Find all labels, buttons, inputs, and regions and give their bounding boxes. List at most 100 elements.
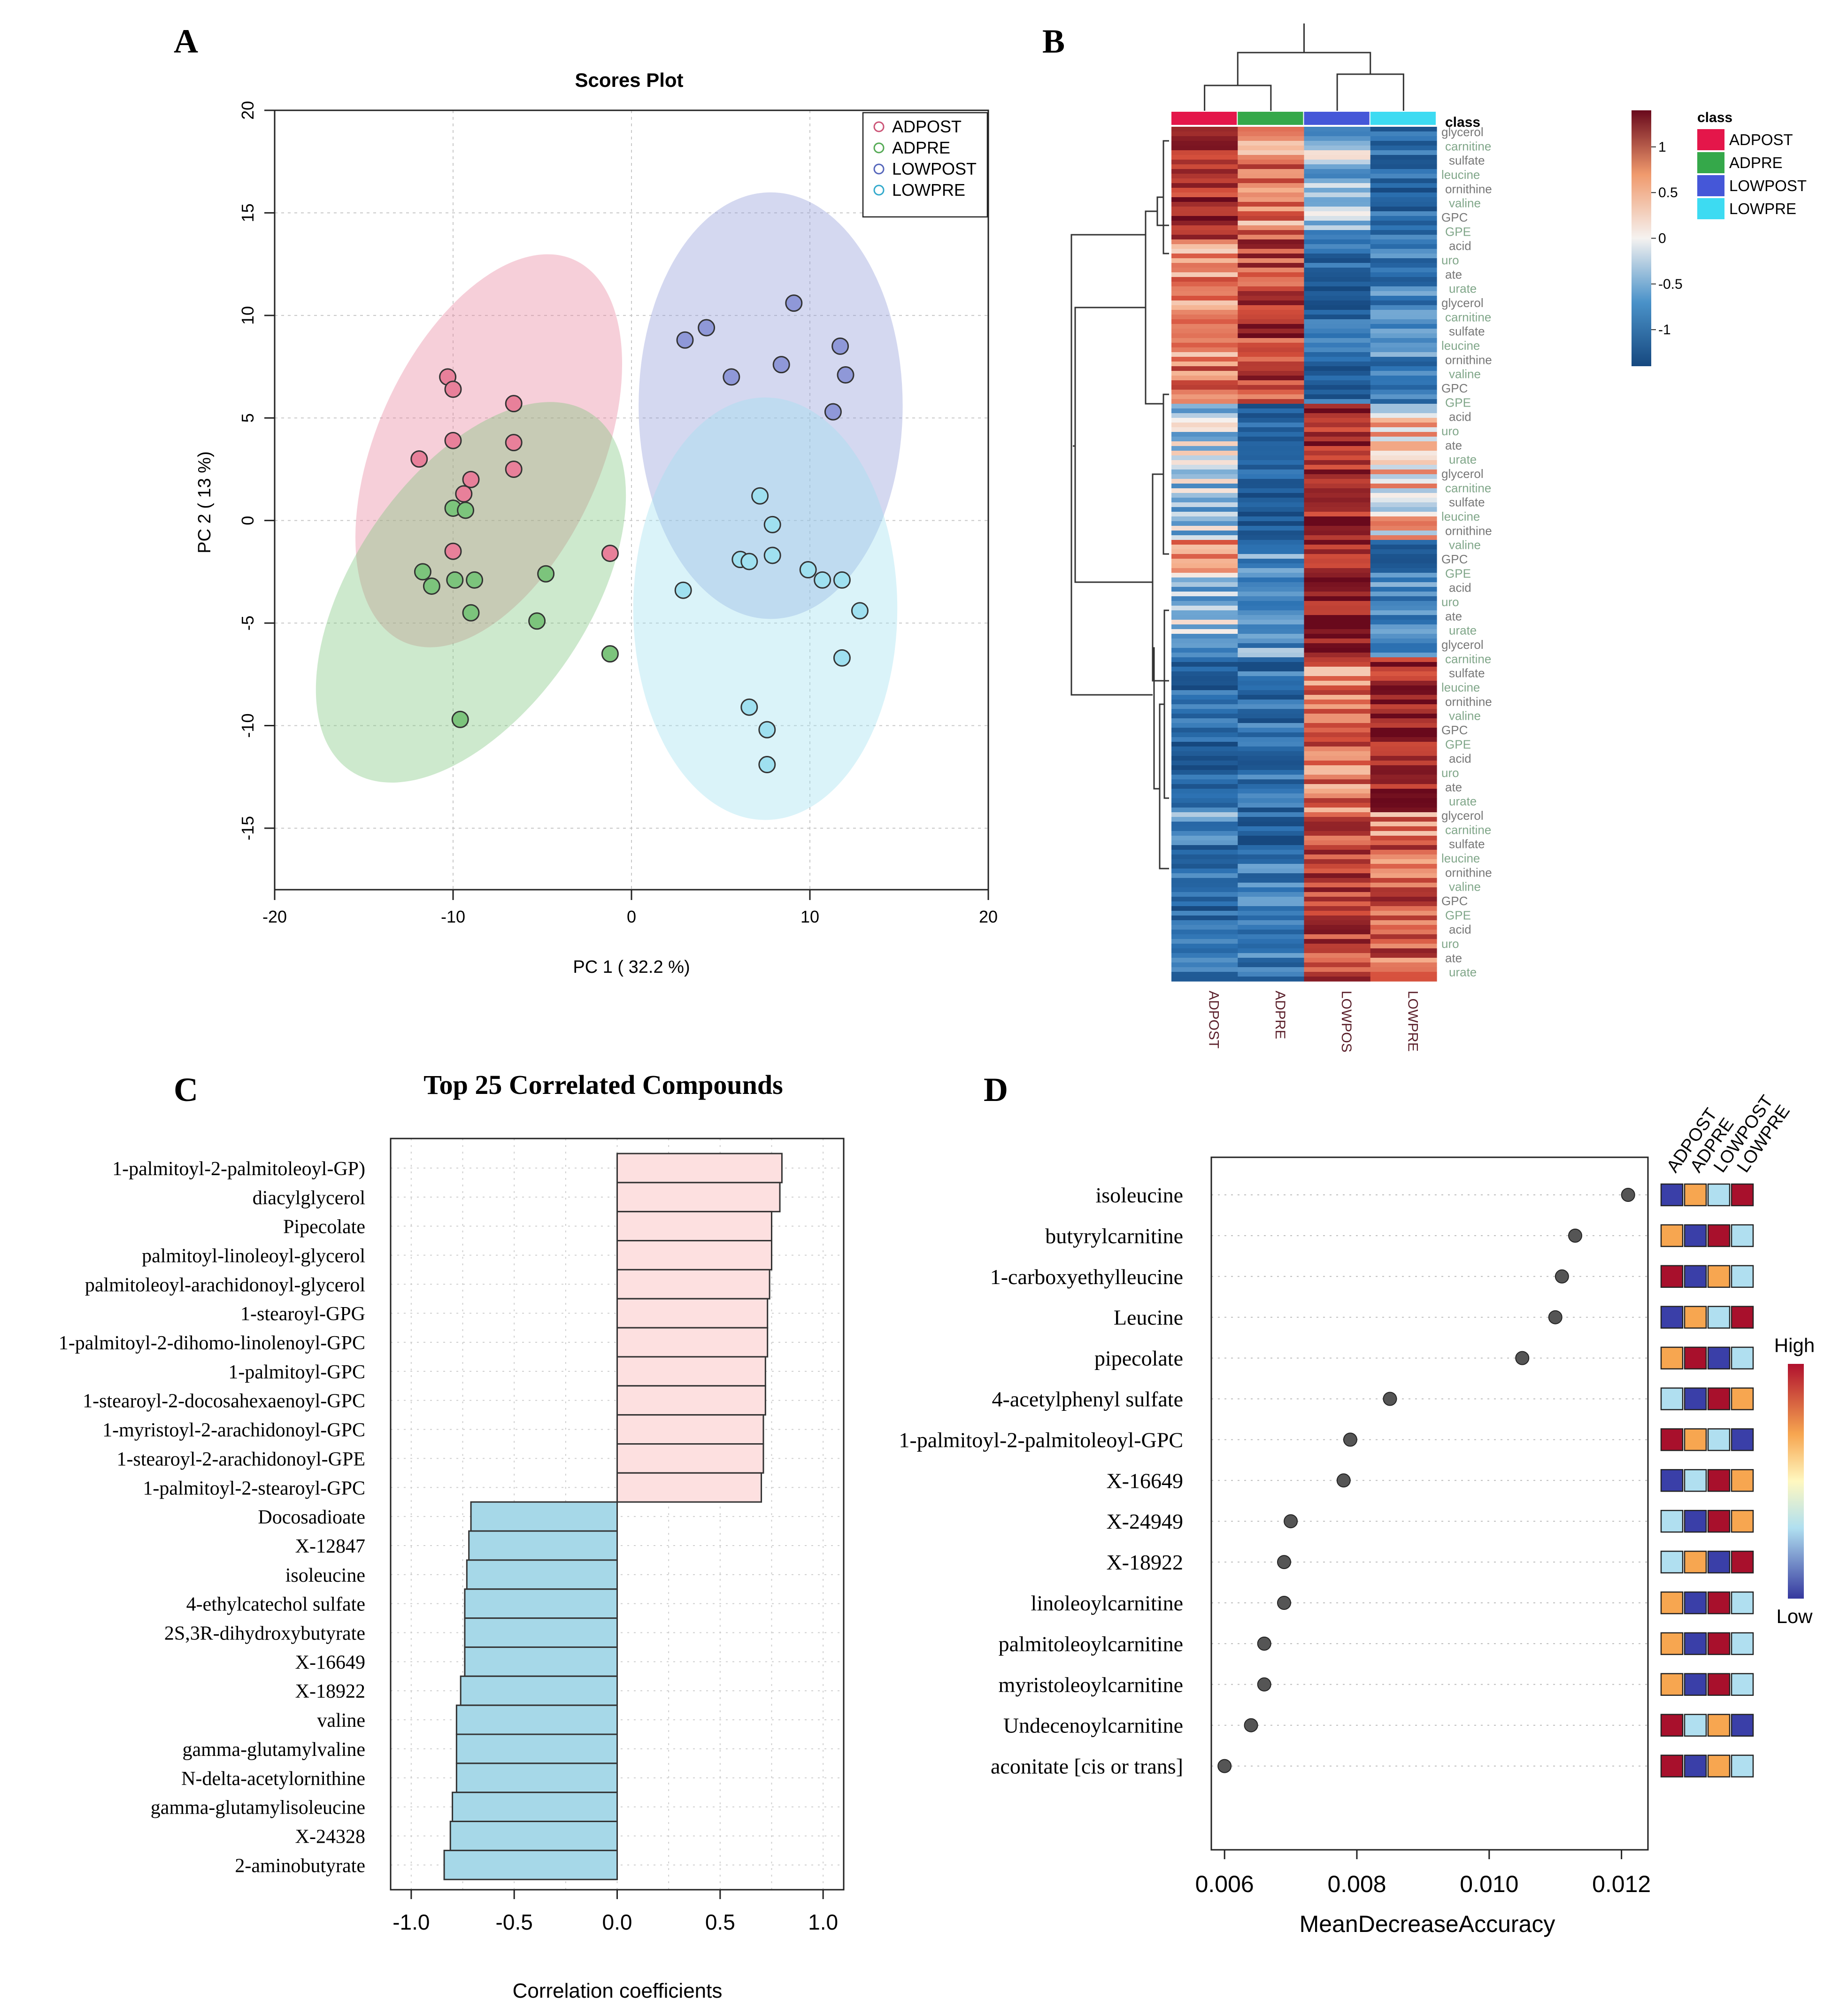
heatmap-cell [1238,385,1305,390]
heatmap-cell [1238,610,1305,616]
heatmap-cell [1304,582,1371,587]
group-level-cell [1707,1306,1731,1329]
y-tick-label: -15 [238,816,257,840]
heatmap-cell [1238,836,1305,841]
heatmap-row-label: GPE [1445,224,1471,239]
heatmap-cell [1370,958,1437,963]
heatmap-cell [1304,357,1371,362]
heatmap-cell [1370,906,1437,911]
heatmap-cell [1370,653,1437,658]
heatmap-cell [1238,479,1305,484]
heatmap-cell [1304,911,1371,916]
heatmap-row-label: leucine [1441,851,1480,865]
heatmap-cell [1370,169,1437,174]
heatmap-cell [1238,854,1305,860]
panel-label-a: A [174,23,198,60]
heatmap-cell [1238,376,1305,381]
heatmap-cell [1171,822,1238,827]
heatmap-cell [1171,934,1238,939]
heatmap-cell [1304,897,1371,902]
heatmap-cell [1370,488,1437,493]
heatmap-cell [1238,469,1305,475]
heatmap-cell [1238,235,1305,240]
heatmap-cell [1304,216,1371,221]
heatmap-cell [1171,653,1238,658]
heatmap-cell [1370,648,1437,653]
heatmap-cell [1370,394,1437,400]
heatmap-cell [1171,920,1238,925]
heatmap-cell [1238,230,1305,235]
dendrogram-branch [1153,647,1160,790]
heatmap-cell [1171,671,1238,677]
heatmap-cell [1238,545,1305,550]
correlation-bar [468,1530,618,1561]
heatmap-cell [1370,263,1437,268]
correlation-category-label: X-18922 [295,1681,365,1702]
heatmap-cell [1370,254,1437,259]
heatmap-cell [1304,756,1371,761]
heatmap-cell [1370,484,1437,489]
group-level-cell [1684,1306,1707,1329]
heatmap-cell [1171,408,1238,414]
heatmap-cell [1304,211,1371,216]
heatmap-cell [1238,916,1305,921]
heatmap-row-label: sulfate [1449,324,1485,339]
group-level-cell [1684,1754,1707,1777]
group-level-cell [1660,1183,1684,1207]
heatmap-cell [1370,808,1437,813]
correlation-bar [464,1646,618,1677]
heatmap-cell [1238,131,1305,137]
heatmap-cell [1370,756,1437,761]
heatmap-cell [1171,732,1238,738]
heatmap-cell [1370,146,1437,151]
importance-category-label: Leucine [1114,1306,1183,1330]
color-scale-tick-label: 0 [1658,231,1666,246]
heatmap-cell [1304,141,1371,146]
score-point-adpost [444,380,462,398]
score-point-adpre [466,571,484,589]
heatmap-cell [1238,643,1305,648]
heatmap-cell [1370,836,1437,841]
correlation-bar [455,1704,618,1735]
correlation-chart-title: Top 25 Correlated Compounds [423,1070,783,1100]
heatmap-cell [1238,263,1305,268]
heatmap-cell [1370,953,1437,958]
panel-label-c: C [174,1071,198,1108]
correlation-category-label: gamma-glutamylvaline [182,1739,365,1761]
group-level-cell [1707,1550,1731,1574]
heatmap-cell [1370,150,1437,155]
heatmap-cell [1171,545,1238,550]
heatmap-cell [1304,164,1371,169]
heatmap-cell [1370,268,1437,273]
heatmap-row-label: leucine [1441,339,1480,353]
heatmap-cell [1304,864,1371,869]
heatmap-cell [1370,540,1437,545]
group-level-cell [1684,1591,1707,1615]
heatmap-cell [1238,352,1305,357]
heatmap-cell [1304,681,1371,686]
heatmap-cell [1171,310,1238,315]
heatmap-cell [1238,249,1305,254]
heatmap-cell [1171,695,1238,700]
heatmap-cell [1304,446,1371,451]
scores-plot-legend: ADPOST ADPRE LOWPOST LOWPRE [862,112,988,218]
heatmap-cell [1171,460,1238,465]
heatmap-cell [1171,371,1238,376]
heatmap-cell [1370,676,1437,681]
heatmap-cell [1304,183,1371,188]
heatmap-cell [1370,512,1437,517]
heatmap-cell [1171,592,1238,597]
heatmap-cell [1171,962,1238,968]
legend-box [862,112,988,218]
class-annotation-adpost [1171,112,1237,125]
heatmap-cell [1171,540,1238,545]
importance-point [1257,1677,1271,1692]
heatmap-cell [1238,136,1305,141]
heatmap-cell [1370,573,1437,578]
heatmap-cell [1304,239,1371,245]
heatmap-cell [1171,277,1238,282]
group-level-cell [1731,1632,1754,1655]
dendrogram-branch [1070,234,1153,696]
heatmap-cell [1238,432,1305,437]
heatmap-cell [1171,958,1238,963]
